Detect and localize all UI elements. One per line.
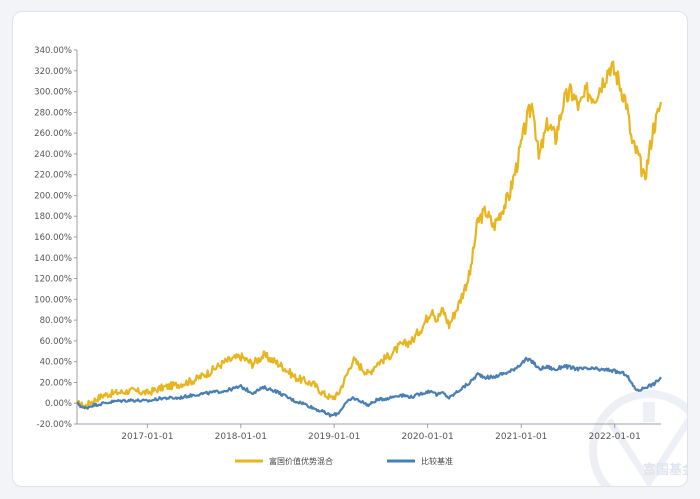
y-tick-label: 20.00%: [40, 378, 72, 388]
x-axis-ticks: 2017-01-01 2018-01-01 2019-01-01 2020-01-01…: [121, 424, 641, 442]
y-axis-ticks: 340.00% 320.00% 300.00% 280.00% 260.00% 240.0…: [34, 46, 77, 430]
y-tick-label: 0.00%: [45, 399, 72, 409]
series-line-benchmark: [76, 356, 662, 418]
y-tick-label: 160.00%: [34, 233, 72, 243]
y-tick-label: 40.00%: [40, 358, 72, 368]
y-tick-label: 280.00%: [34, 108, 72, 118]
y-tick-label: 80.00%: [40, 316, 72, 326]
watermark-text: 富国基金: [643, 462, 688, 478]
x-tick-label: 2019-01-01: [308, 432, 360, 442]
series-lines: [75, 60, 663, 418]
x-tick-label: 2020-01-01: [401, 432, 453, 442]
y-tick-label: 140.00%: [34, 254, 72, 264]
y-tick-label: 120.00%: [34, 275, 72, 285]
y-tick-label: 100.00%: [34, 295, 72, 305]
chart-card: 富国基金 340.00% 320.00% 300.00% 280.00% 260.00%…: [12, 11, 688, 487]
y-tick-label: 320.00%: [34, 67, 72, 77]
x-tick-label: 2021-01-01: [495, 432, 547, 442]
y-tick-label: 240.00%: [34, 150, 72, 160]
series-line-fund: [75, 60, 663, 410]
y-tick-label: 340.00%: [34, 46, 72, 56]
legend-label: 比较基准: [421, 456, 453, 466]
x-tick-label: 2018-01-01: [215, 432, 267, 442]
y-tick-label: 300.00%: [34, 88, 72, 98]
y-tick-label: 180.00%: [34, 212, 72, 222]
y-tick-label: 60.00%: [40, 337, 72, 347]
legend-label: 富国价值优势混合: [269, 456, 333, 466]
legend: 富国价值优势混合 比较基准: [235, 456, 453, 466]
y-tick-label: 200.00%: [34, 191, 72, 201]
x-tick-label: 2022-01-01: [589, 432, 641, 442]
y-tick-label: 260.00%: [34, 129, 72, 139]
x-tick-label: 2017-01-01: [121, 432, 173, 442]
y-tick-label: 220.00%: [34, 171, 72, 181]
fund-logo-watermark: 富国基金: [589, 390, 688, 486]
y-tick-label: -20.00%: [37, 420, 72, 430]
line-chart: 富国基金 340.00% 320.00% 300.00% 280.00% 260.00%…: [34, 46, 688, 486]
